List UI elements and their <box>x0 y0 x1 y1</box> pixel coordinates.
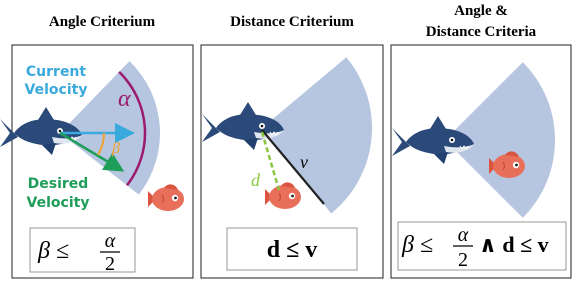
panel-title: Distance Criteria <box>426 24 537 40</box>
formula-lhs: d ≤ v <box>267 237 318 263</box>
formula-denominator: 2 <box>458 249 468 271</box>
d-label: d <box>251 170 261 190</box>
formula-lhs: β ≤ <box>37 238 69 264</box>
formula-lhs: β ≤ <box>401 232 433 258</box>
desired-velocity-label: Velocity <box>27 195 90 211</box>
alpha-label: α <box>118 86 131 112</box>
formula-rhs: ∧ d ≤ v <box>479 232 549 257</box>
formula-numerator: α <box>458 224 469 246</box>
current-velocity-label: Velocity <box>25 82 88 98</box>
formula-numerator: α <box>105 230 116 252</box>
v-label: v <box>300 152 308 172</box>
beta-label: β <box>111 140 120 157</box>
current-velocity-label: Current <box>26 64 87 80</box>
panel-title: Angle & <box>454 3 508 19</box>
panel-title: Angle Criterium <box>49 14 156 30</box>
panel-title: Distance Criterium <box>230 14 354 30</box>
figure: Angle Criterium Distance Criterium Angle… <box>0 0 575 281</box>
formula-denominator: 2 <box>105 253 115 275</box>
desired-velocity-label: Desired <box>28 176 89 192</box>
